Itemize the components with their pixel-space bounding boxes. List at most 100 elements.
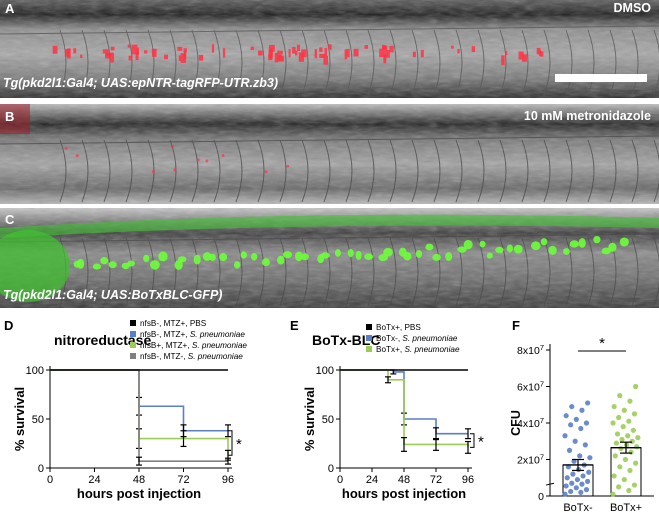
somite-boundary [653, 139, 659, 203]
gfp-cell [295, 251, 303, 262]
somite-boundary [499, 139, 507, 203]
series-line [50, 369, 228, 462]
rfp-cell [328, 44, 332, 50]
somite-boundary [235, 237, 243, 307]
series-line [340, 369, 469, 448]
notochord-edge [0, 135, 659, 145]
data-point [577, 453, 583, 459]
gfp-cell [548, 245, 557, 255]
somite-boundary [587, 29, 595, 96]
somite-boundary [301, 29, 309, 96]
rfp-cell [128, 55, 133, 61]
legend-marker [366, 346, 372, 352]
data-point [579, 407, 585, 413]
gfp-cell [486, 252, 493, 259]
somite-boundary [411, 29, 419, 96]
somite-boundary [609, 29, 617, 96]
gfp-cell [282, 251, 293, 259]
rfp-cell [106, 52, 112, 56]
somite-boundary [213, 237, 221, 307]
data-point [578, 489, 584, 495]
rfp-cell [110, 46, 115, 51]
rfp-cell [295, 50, 298, 56]
legend-marker [130, 353, 136, 359]
gfp-cell [463, 239, 473, 250]
somite-boundary [345, 139, 353, 203]
somite-boundary [433, 29, 441, 96]
somite-boundary [235, 29, 243, 96]
panel-a-genotype-caption: Tg(pkd2l1:Gal4; UAS:epNTR-tagRFP-UTR.zb3… [3, 76, 278, 90]
gfp-cell [202, 252, 212, 261]
data-point [627, 467, 633, 474]
somite-boundary [499, 237, 507, 307]
rfp-cell [264, 170, 268, 174]
somite-boundary [125, 139, 133, 203]
data-point [619, 436, 625, 443]
data-point [579, 481, 585, 487]
rfp-cell [451, 45, 454, 49]
fish-tail-image-metronidazole [0, 104, 659, 204]
rfp-cell [301, 49, 307, 58]
somite-boundary [279, 139, 287, 203]
data-point [582, 442, 588, 448]
gfp-cell [432, 253, 441, 261]
somite-boundary [411, 237, 419, 307]
x-axis-label: hours post injection [342, 486, 466, 501]
data-point [562, 433, 568, 439]
data-point [585, 478, 591, 484]
rfp-cell [198, 54, 204, 61]
data-point [568, 422, 574, 428]
rfp-cell [412, 51, 416, 58]
rfp-cell [364, 45, 369, 49]
data-point [570, 471, 576, 477]
data-point [621, 407, 627, 413]
legend-marker [130, 320, 136, 326]
notochord-edge [0, 233, 659, 243]
data-point [621, 476, 627, 483]
gfp-cell [506, 244, 514, 253]
chart-f: 0 2x107 4x107 6x107 8x107 CFU BoTx- BoTx+ * [508, 312, 659, 521]
somite-boundary [477, 29, 485, 96]
data-point [633, 383, 639, 390]
rfp-cell [268, 44, 275, 52]
somite-boundary [323, 237, 331, 307]
x-tick-label: 0 [337, 474, 343, 486]
rfp-cell [292, 47, 296, 54]
rfp-cell [319, 47, 323, 52]
gfp-cell [415, 250, 423, 258]
somite-boundary [389, 139, 397, 203]
gfp-cell [619, 237, 629, 247]
data-point [586, 469, 592, 475]
somite-boundary [257, 139, 265, 203]
gfp-cell [403, 252, 412, 261]
gfp-cell [445, 252, 453, 262]
somite-boundary [565, 139, 573, 203]
data-point [620, 424, 626, 430]
data-point [612, 453, 618, 459]
chart-title: nitroreductase [54, 332, 151, 348]
survival-chart-nitroreductase: 0 50 100 0 24 48 72 96 hours post injection % sur… [12, 319, 247, 501]
rfp-cell [353, 48, 359, 57]
somite-boundary [609, 139, 617, 203]
rfp-cell [382, 45, 388, 51]
somite-boundary [565, 29, 573, 96]
legend-marker [366, 335, 372, 341]
somite-boundary [125, 237, 133, 307]
data-point [611, 473, 617, 479]
somite-boundary [521, 139, 529, 203]
legend-marker [130, 342, 136, 348]
somite-boundary [455, 237, 463, 307]
somite-boundary [147, 29, 155, 96]
somite-boundary [499, 29, 507, 96]
data-point [630, 427, 636, 433]
panel-b-condition: 10 mM metronidazole [523, 109, 651, 123]
legend-label: BoTx+, PBS [376, 323, 421, 332]
y-tick-label: 0 [538, 491, 544, 503]
data-point [569, 403, 575, 410]
rfp-cell [183, 48, 187, 53]
gfp-cell [425, 243, 434, 251]
rfp-cell [383, 54, 387, 64]
y-tick-label: 0 [38, 463, 44, 475]
gfp-cell [364, 253, 374, 260]
somite-boundary [433, 237, 441, 307]
